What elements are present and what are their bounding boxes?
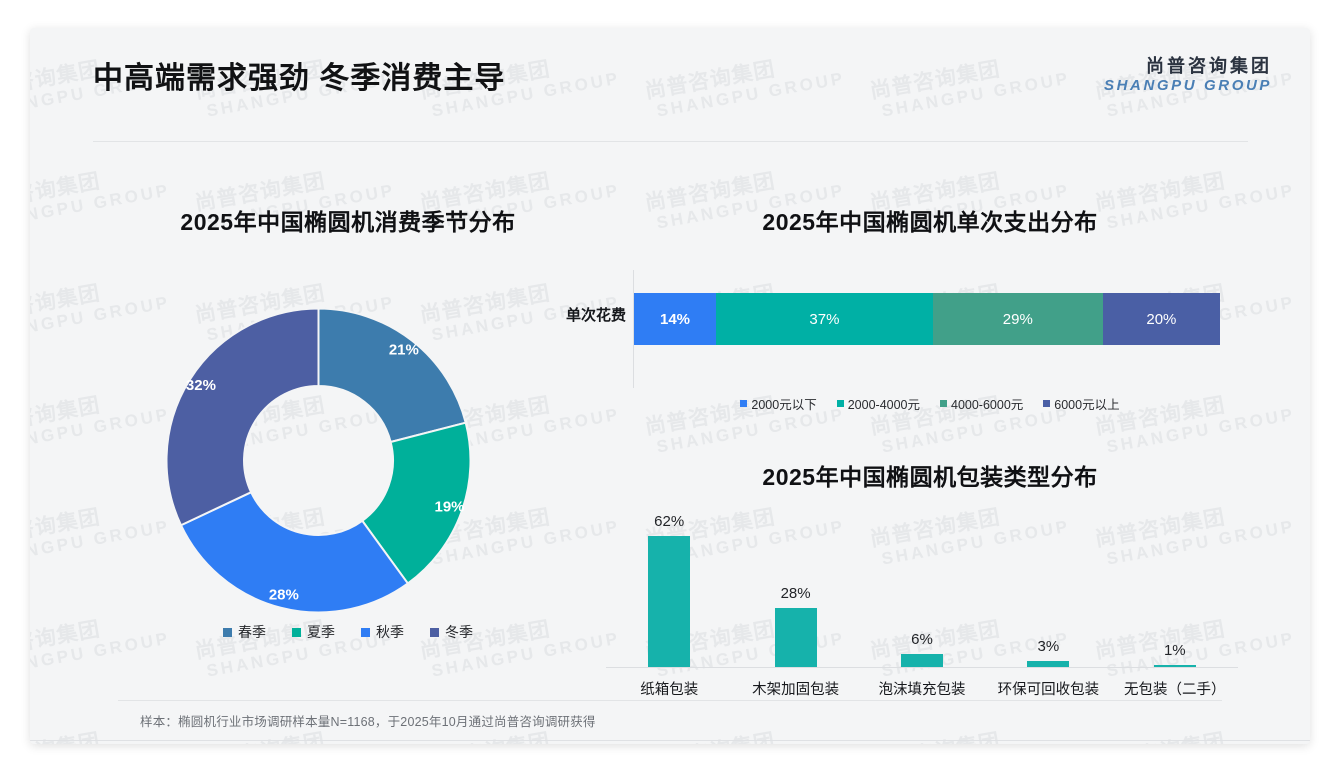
column-bar[interactable] [900,654,943,667]
donut-legend-item[interactable]: 秋季 [361,622,404,642]
stacked-bar-legend-item[interactable]: 2000-4000元 [836,394,920,413]
page-title: 中高端需求强劲 冬季消费主导 [93,62,506,95]
legend-swatch-icon [940,400,947,407]
stacked-bar-legend-label: 2000元以下 [751,398,817,412]
donut-legend-label: 冬季 [445,624,473,640]
column-category-label: 无包装（二手） [1124,682,1226,698]
column-slot: 28% [732,507,858,667]
stacked-bar-segment[interactable]: 29% [932,293,1103,345]
legend-swatch-icon [223,627,232,637]
stacked-bar-legend-label: 6000元以上 [1054,398,1120,412]
donut-legend-item[interactable]: 冬季 [430,622,473,642]
column-bar[interactable] [1153,664,1196,667]
donut-slice-label: 19% [434,499,464,516]
donut-slice-label: 21% [389,341,419,358]
slide-footer: ©2025.12 SHANGPU GROUP www.shangpu-china… [30,740,1310,744]
donut-legend-item[interactable]: 春季 [223,622,266,642]
stacked-bar-legend: 2000元以下 2000-4000元 4000-6000元 6000元以上 [630,394,1230,413]
donut-slice[interactable] [166,308,320,527]
logo-chinese-text: 尚普咨询集团 [1146,56,1272,76]
column-category-label: 环保可回收包装 [997,682,1100,698]
column-chart-title: 2025年中国椭圆机包装类型分布 [762,464,1098,490]
legend-swatch-icon [1043,400,1051,407]
donut-chart: 21% 19% 28% 32% [166,308,471,613]
donut-slice[interactable] [360,421,471,585]
donut-chart-svg: 21% 19% 28% 32% [166,308,471,613]
stacked-bar-legend-item[interactable]: 4000-6000元 [940,394,1023,413]
column-bar[interactable] [648,535,691,667]
stacked-bar-title: 2025年中国椭圆机单次支出分布 [762,209,1098,235]
donut-legend-item[interactable]: 夏季 [292,622,335,642]
donut-slice-label: 32% [186,377,216,394]
donut-slice[interactable] [317,308,467,444]
legend-swatch-icon [740,400,748,407]
stacked-bar-segment-value: 14% [660,310,691,328]
logo-english-text: SHANGPU GROUP [1104,76,1272,94]
column-chart-baseline [606,667,1238,668]
stacked-bar-legend-label: 2000-4000元 [847,398,920,412]
brand-logo: 尚普咨询集团 SHANGPU GROUP [1104,56,1272,95]
column-slot: 1% [1112,507,1238,667]
stacked-bar-track: 14% 37% 29% 20% [634,293,1220,345]
stacked-bar-segment[interactable]: 20% [1102,293,1220,345]
column-chart: 62% 28% 6% 3% 1% [606,508,1238,668]
column-bar[interactable] [1027,660,1070,667]
stacked-bar-segment-value: 37% [809,310,840,328]
column-bar-value: 62% [654,512,685,530]
column-bar-value: 1% [1163,641,1186,659]
column-bar-value: 6% [911,631,933,649]
footnote-divider [118,700,1222,701]
stacked-bar-legend-item[interactable]: 6000元以上 [1043,394,1120,413]
donut-slice[interactable] [179,490,410,613]
legend-swatch-icon [361,627,370,637]
sample-footnote: 样本：椭圆机行业市场调研样本量N=1168，于2025年10月通过尚普咨询调研获… [140,715,596,729]
stacked-bar-legend-item[interactable]: 2000元以下 [740,394,817,413]
donut-legend-label: 春季 [238,624,266,640]
stacked-bar-row-label: 单次花费 [565,307,626,324]
legend-swatch-icon [430,627,439,637]
donut-chart-title: 2025年中国椭圆机消费季节分布 [180,209,516,235]
column-bar[interactable] [774,607,817,667]
donut-legend-label: 秋季 [376,624,404,640]
legend-swatch-icon [836,400,844,407]
column-category-label: 木架加固包装 [752,682,840,698]
stacked-bar-segment-value: 29% [1002,310,1033,328]
stacked-bar-axis-line [633,270,634,388]
slide-header: 中高端需求强劲 冬季消费主导 尚普咨询集团 SHANGPU GROUP [30,28,1310,120]
column-category-label: 纸箱包装 [640,682,699,698]
column-chart-category-labels: 纸箱包装 木架加固包装 泡沫填充包装 环保可回收包装 无包装（二手） [606,678,1238,702]
donut-chart-legend: 春季 夏季 秋季 冬季 [138,622,558,642]
donut-slice-label: 28% [269,586,299,603]
column-bar-value: 3% [1037,637,1060,655]
donut-legend-label: 夏季 [307,624,335,640]
column-slot: 62% [606,507,732,667]
footer-divider [30,740,1310,741]
stacked-bar-legend-label: 4000-6000元 [951,398,1024,412]
stacked-bar-segment[interactable]: 37% [716,293,933,345]
stacked-bar-segment-value: 20% [1146,310,1177,328]
column-slot: 3% [985,507,1111,667]
header-divider [93,141,1248,142]
stacked-bar-chart: 单次花费 14% 37% 29% 20% [530,268,1230,388]
slide-card: 尚普咨询集团 SHANGPU GROUP 尚普咨询集团 SHANGPU GROUP 尚普… [30,28,1310,744]
column-bar-value: 28% [780,584,811,602]
column-slot: 6% [859,507,985,667]
stacked-bar-segment[interactable]: 14% [634,293,717,345]
column-category-label: 泡沫填充包装 [878,682,966,698]
legend-swatch-icon [292,627,301,637]
